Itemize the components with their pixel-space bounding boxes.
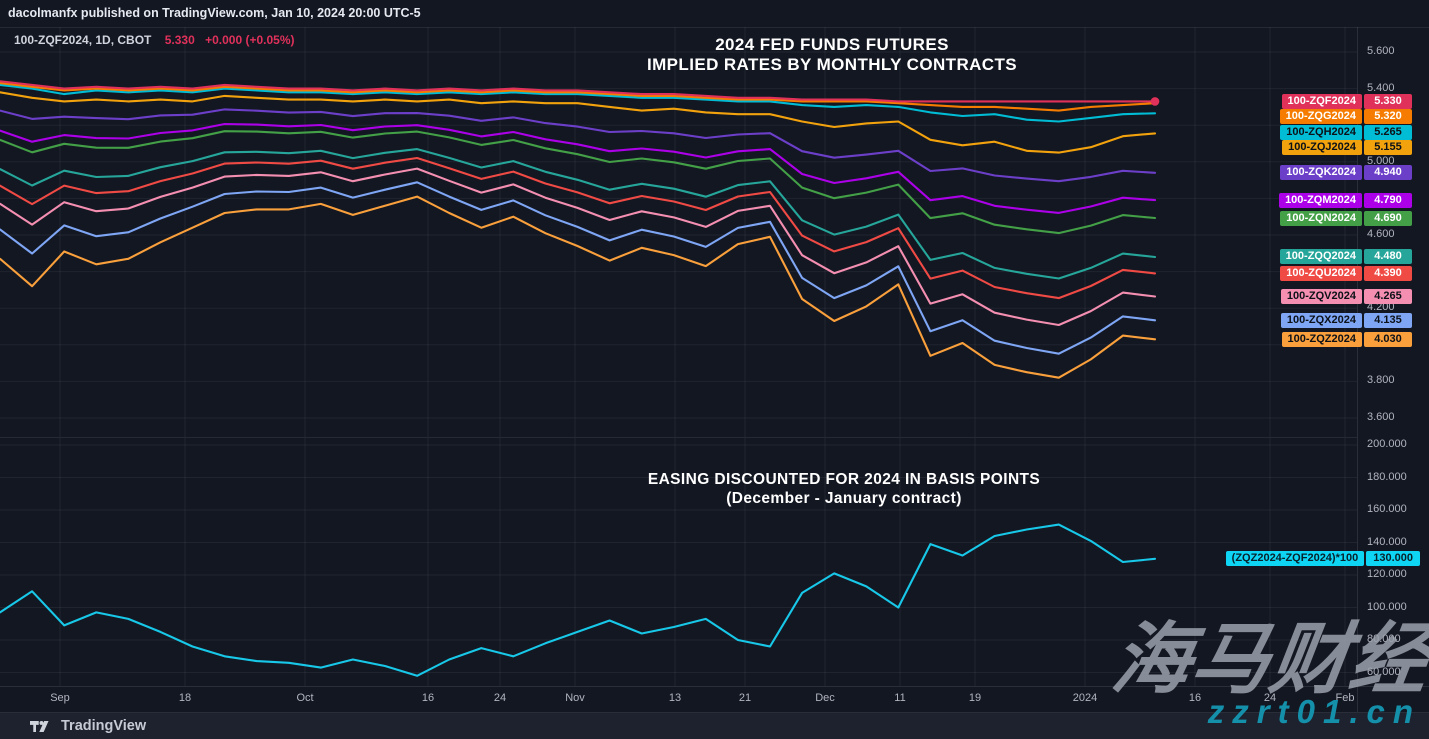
price-label-100-ZQH2024: 100-ZQH20245.265: [1280, 125, 1412, 140]
tradingview-brand-text: TradingView: [61, 718, 146, 734]
price-tick-label: 200.000: [1367, 438, 1407, 450]
series-(ZQZ2024-ZQF2024)*100: [0, 525, 1155, 676]
series-100-ZQN2024: [0, 131, 1155, 233]
tradingview-published-chart: dacolmanfx published on TradingView.com,…: [0, 0, 1429, 739]
time-tick-label: 13: [669, 692, 681, 704]
price-label-100-ZQG2024: 100-ZQG20245.320: [1280, 109, 1412, 124]
top-title-line1: 2024 FED FUNDS FUTURES: [522, 35, 1142, 55]
symbol-description: 100-ZQF2024, 1D, CBOT: [14, 33, 151, 47]
price-tick-label: 3.600: [1367, 411, 1395, 423]
price-label-100-ZQQ2024: 100-ZQQ20244.480: [1280, 249, 1412, 264]
series-100-ZQM2024: [0, 124, 1155, 213]
time-tick-label: Dec: [815, 692, 835, 704]
time-tick-label: 2024: [1073, 692, 1097, 704]
price-label-100-ZQM2024: 100-ZQM20244.790: [1279, 193, 1412, 208]
chart-canvas[interactable]: [0, 0, 1357, 712]
bottom-panel-title: EASING DISCOUNTED FOR 2024 IN BASIS POIN…: [534, 470, 1154, 508]
spread-formula-label: (ZQZ2024-ZQF2024)*100130.000: [1226, 551, 1420, 566]
time-tick-label: 16: [422, 692, 434, 704]
price-tick-label: 5.400: [1367, 82, 1395, 94]
price-tick-label: 140.000: [1367, 536, 1407, 548]
price-label-100-ZQX2024: 100-ZQX20244.135: [1281, 313, 1412, 328]
last-price: 5.330: [165, 33, 195, 47]
last-price-marker: [1151, 97, 1160, 106]
price-tick-label: 4.600: [1367, 228, 1395, 240]
top-title-line2: IMPLIED RATES BY MONTHLY CONTRACTS: [522, 55, 1142, 75]
bottom-title-line1: EASING DISCOUNTED FOR 2024 IN BASIS POIN…: [534, 470, 1154, 489]
time-tick-label: 11: [894, 692, 905, 704]
price-label-100-ZQJ2024: 100-ZQJ20245.155: [1282, 140, 1412, 155]
bottom-title-line2: (December - January contract): [534, 489, 1154, 508]
price-tick-label: 160.000: [1367, 503, 1407, 515]
price-label-100-ZQZ2024: 100-ZQZ20244.030: [1282, 332, 1412, 347]
price-label-100-ZQV2024: 100-ZQV20244.265: [1281, 289, 1412, 304]
publish-header: dacolmanfx published on TradingView.com,…: [0, 0, 1429, 28]
price-tick-label: 3.800: [1367, 374, 1395, 386]
watermark-cjk: 海马财经: [1108, 620, 1429, 698]
price-label-100-ZQF2024: 100-ZQF20245.330: [1282, 94, 1412, 109]
price-label-100-ZQU2024: 100-ZQU20244.390: [1280, 266, 1412, 281]
panel-divider[interactable]: [0, 437, 1357, 438]
time-tick-label: 18: [179, 692, 191, 704]
published-by-line: dacolmanfx published on TradingView.com,…: [8, 6, 421, 20]
price-tick-label: 100.000: [1367, 601, 1407, 613]
price-change: +0.000 (+0.05%): [205, 33, 294, 47]
watermark-url: zzrt01.cn: [1208, 694, 1421, 730]
time-tick-label: 19: [969, 692, 981, 704]
price-label-100-ZQN2024: 100-ZQN20244.690: [1280, 211, 1412, 226]
time-tick-label: 21: [739, 692, 751, 704]
tradingview-logo-icon: [30, 719, 54, 734]
time-tick-label: Nov: [565, 692, 585, 704]
price-tick-label: 5.600: [1367, 45, 1395, 57]
price-tick-label: 120.000: [1367, 568, 1407, 580]
price-tick-label: 180.000: [1367, 471, 1407, 483]
symbol-legend[interactable]: 100-ZQF2024, 1D, CBOT 5.330 +0.000 (+0.0…: [14, 33, 295, 47]
series-100-ZQZ2024: [0, 197, 1155, 378]
time-tick-label: Oct: [296, 692, 313, 704]
price-label-100-ZQK2024: 100-ZQK20244.940: [1280, 165, 1412, 180]
time-tick-label: 24: [494, 692, 506, 704]
time-tick-label: Sep: [50, 692, 70, 704]
top-panel-title: 2024 FED FUNDS FUTURES IMPLIED RATES BY …: [522, 35, 1142, 75]
tradingview-logo-link[interactable]: TradingView: [30, 718, 146, 734]
